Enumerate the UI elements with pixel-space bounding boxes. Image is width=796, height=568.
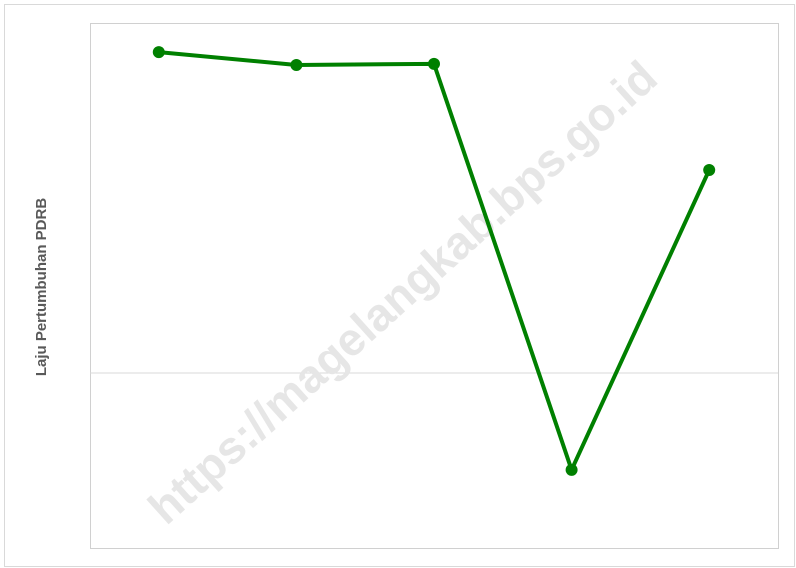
data-point (290, 59, 303, 71)
data-point (565, 463, 578, 476)
watermark: https://magelangkab.bps.go.id (138, 51, 667, 534)
y-axis-label: Laju Pertumbuhan PDRB (33, 198, 50, 377)
chart-border (4, 4, 795, 567)
data-point (428, 57, 440, 70)
plot-border (90, 23, 779, 549)
data-point (703, 164, 716, 176)
data-point (152, 46, 165, 59)
